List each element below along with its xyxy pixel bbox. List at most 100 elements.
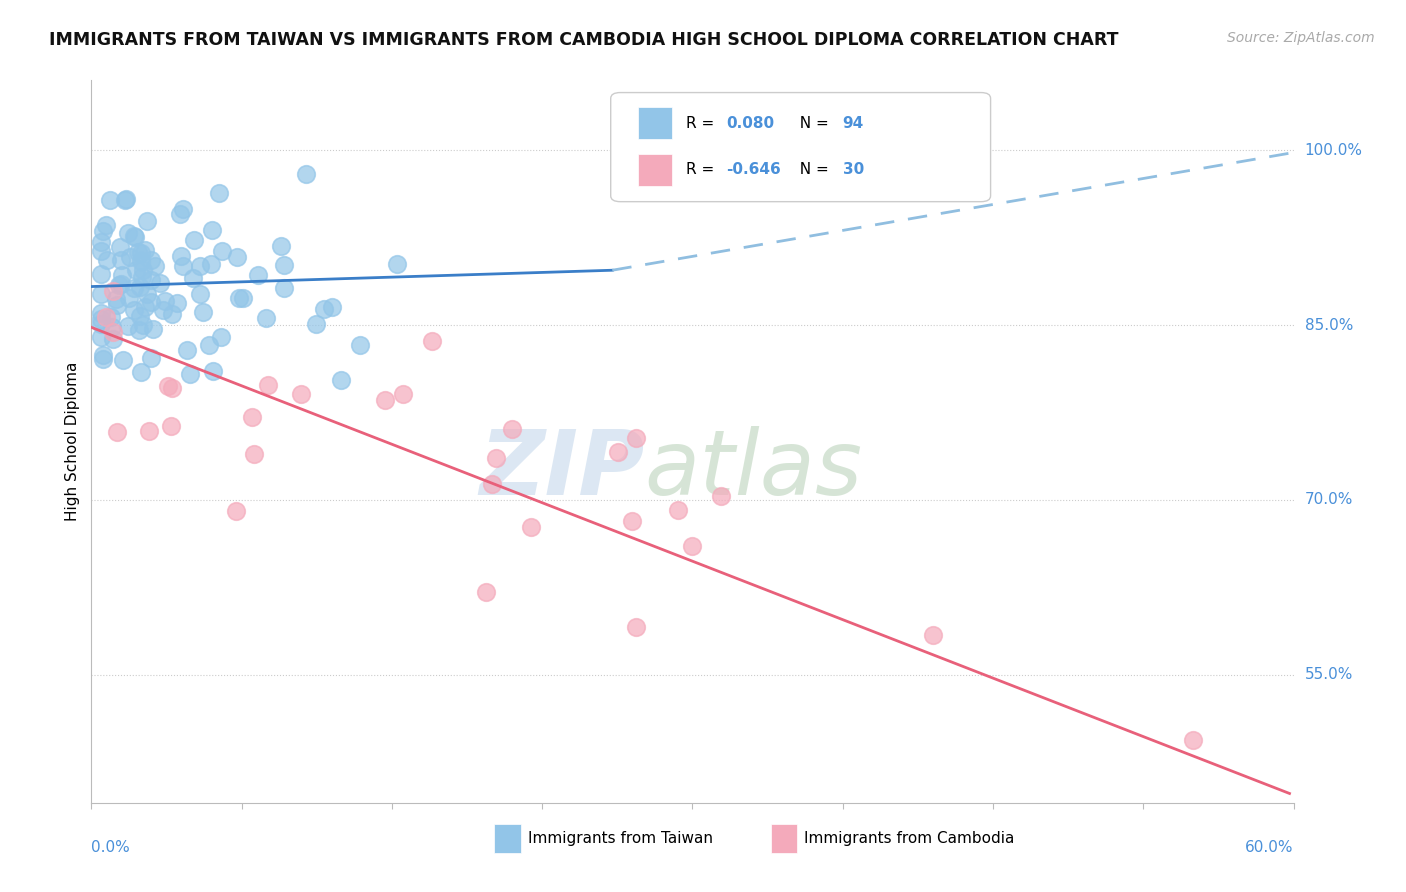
Text: Immigrants from Taiwan: Immigrants from Taiwan — [527, 831, 713, 847]
Point — [666, 503, 689, 517]
Point — [139, 295, 162, 310]
Point — [129, 365, 152, 379]
Point — [135, 213, 157, 227]
Point — [108, 240, 131, 254]
Point — [162, 381, 184, 395]
Point — [114, 194, 136, 208]
Point — [91, 224, 114, 238]
Point — [90, 312, 112, 326]
Point — [91, 352, 114, 367]
Point — [170, 249, 193, 263]
Point — [179, 367, 201, 381]
Point — [191, 305, 214, 319]
Point — [128, 309, 150, 323]
FancyBboxPatch shape — [494, 824, 520, 854]
Text: R =: R = — [686, 116, 720, 130]
Point — [329, 373, 352, 387]
Text: ZIP: ZIP — [479, 426, 644, 515]
Point — [142, 322, 165, 336]
Point — [91, 348, 114, 362]
Point — [90, 244, 112, 259]
Point — [312, 302, 335, 317]
Point — [247, 268, 270, 282]
Point — [270, 239, 292, 253]
Text: 85.0%: 85.0% — [1305, 318, 1353, 333]
Point — [349, 338, 371, 352]
Point — [201, 364, 224, 378]
Point — [922, 627, 945, 641]
Text: R =: R = — [686, 162, 720, 178]
Point — [90, 235, 112, 249]
Point — [134, 300, 156, 314]
Point — [101, 319, 124, 334]
Point — [305, 317, 328, 331]
Point — [172, 202, 194, 217]
Point — [127, 245, 149, 260]
Point — [681, 539, 703, 553]
Point — [624, 431, 647, 445]
Point — [240, 409, 263, 424]
Point — [160, 307, 183, 321]
Point — [110, 268, 132, 283]
Point — [1182, 733, 1205, 747]
Point — [243, 447, 266, 461]
Point — [181, 270, 204, 285]
FancyBboxPatch shape — [638, 107, 672, 139]
Point — [96, 310, 118, 324]
Point — [132, 262, 155, 277]
Point — [131, 318, 153, 332]
Point — [153, 293, 176, 308]
Point — [125, 263, 148, 277]
Point — [139, 273, 162, 287]
Point — [228, 291, 250, 305]
Text: 100.0%: 100.0% — [1305, 143, 1362, 158]
FancyBboxPatch shape — [638, 153, 672, 186]
Point — [254, 311, 277, 326]
Point — [90, 306, 112, 320]
Point — [226, 250, 249, 264]
Point — [136, 286, 159, 301]
Point — [94, 218, 117, 232]
Point — [122, 281, 145, 295]
Point — [128, 280, 150, 294]
Point — [107, 425, 129, 439]
Point — [501, 422, 523, 436]
Point — [188, 260, 211, 274]
Point — [117, 226, 139, 240]
Point — [232, 291, 254, 305]
Text: 0.0%: 0.0% — [91, 840, 131, 855]
Point — [118, 291, 141, 305]
Y-axis label: High School Diploma: High School Diploma — [65, 362, 80, 521]
Point — [208, 186, 231, 201]
Point — [100, 310, 122, 325]
Point — [117, 318, 139, 333]
Point — [143, 259, 166, 273]
Point — [115, 192, 138, 206]
Point — [201, 223, 224, 237]
Point — [129, 253, 152, 268]
Text: 55.0%: 55.0% — [1305, 667, 1353, 682]
Point — [129, 246, 152, 260]
Point — [105, 298, 128, 312]
Point — [273, 258, 295, 272]
Point — [101, 284, 124, 298]
Point — [176, 343, 198, 357]
Point — [118, 251, 141, 265]
Point — [157, 378, 180, 392]
Text: 30: 30 — [842, 162, 863, 178]
Point — [111, 353, 134, 368]
FancyBboxPatch shape — [770, 824, 797, 854]
Point — [188, 286, 211, 301]
Point — [128, 323, 150, 337]
Point — [606, 444, 628, 458]
Point — [139, 351, 162, 365]
Text: atlas: atlas — [644, 426, 862, 515]
Point — [624, 620, 647, 634]
Point — [169, 207, 191, 221]
Text: IMMIGRANTS FROM TAIWAN VS IMMIGRANTS FROM CAMBODIA HIGH SCHOOL DIPLOMA CORRELATI: IMMIGRANTS FROM TAIWAN VS IMMIGRANTS FRO… — [49, 31, 1119, 49]
Point — [256, 378, 278, 392]
Point — [420, 334, 443, 348]
Point — [101, 332, 124, 346]
Point — [387, 257, 409, 271]
Point — [90, 267, 112, 281]
